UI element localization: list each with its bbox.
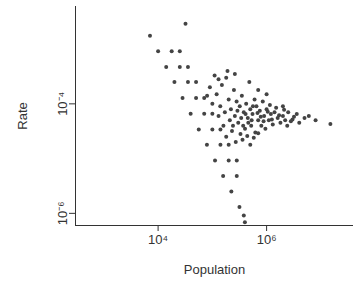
svg-text:Rate: Rate [15, 102, 30, 129]
svg-text:10⁻⁴: 10⁻⁴ [55, 92, 70, 116]
svg-text:10⁶: 10⁶ [257, 232, 277, 247]
svg-text:Population: Population [184, 262, 245, 277]
svg-text:10⁻⁶: 10⁻⁶ [55, 201, 70, 225]
svg-text:10⁴: 10⁴ [148, 232, 168, 247]
